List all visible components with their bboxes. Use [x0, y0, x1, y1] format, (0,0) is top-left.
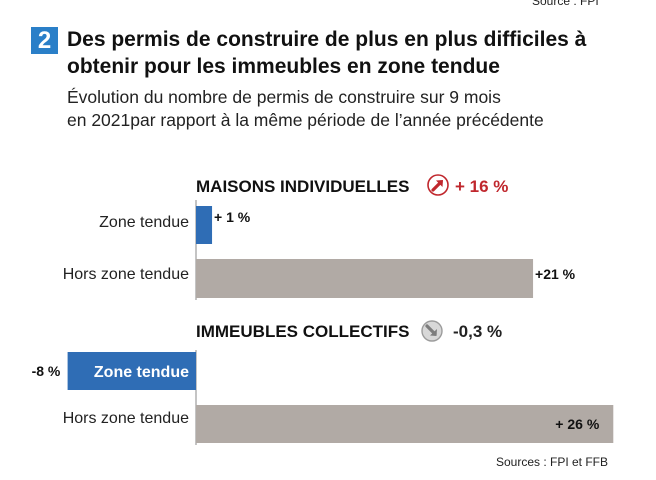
up-arrow-circle-icon: [427, 174, 449, 196]
down-arrow-circle-icon: [421, 320, 443, 342]
value-label-immeubles-zone-tendue: -8 %: [31, 363, 61, 379]
top-source-note: Source : FPI: [532, 0, 599, 8]
row-label-maisons-zone-tendue: Zone tendue: [99, 214, 189, 231]
subtitle-line-1: Évolution du nombre de permis de constru…: [67, 87, 501, 107]
bar-maisons-zone-tendue: [196, 206, 213, 244]
chart-subtitle: Évolution du nombre de permis de constru…: [67, 86, 637, 132]
value-label-maisons-zone-tendue: + 1 %: [214, 209, 251, 225]
subtitle-line-2: en 2021par rapport à la même période de …: [67, 110, 544, 130]
bar-maisons-hors-zone: [196, 259, 534, 298]
value-label-maisons-hors-zone: +21 %: [535, 266, 576, 282]
bar-immeubles-zone-tendue: [67, 352, 196, 390]
group-total-immeubles: -0,3 %: [453, 322, 503, 341]
chart-title: Des permis de construire de plus en plus…: [67, 28, 587, 78]
row-label-immeubles-hors-zone: Hors zone tendue: [62, 410, 189, 427]
group-total-maisons: + 16 %: [455, 177, 509, 196]
bar-immeubles-hors-zone: [196, 405, 614, 443]
value-label-immeubles-hors-zone: + 26 %: [555, 416, 600, 432]
group-title-maisons: MAISONS INDIVIDUELLES: [196, 177, 410, 196]
row-label-maisons-hors-zone: Hors zone tendue: [62, 266, 189, 283]
group-title-immeubles: IMMEUBLES COLLECTIFS: [196, 322, 410, 341]
bar-inside-label-immeubles-zone-tendue: Zone tendue: [94, 364, 189, 381]
sources-note: Sources : FPI et FFB: [495, 455, 608, 469]
figure-number-badge: 2: [31, 27, 58, 54]
